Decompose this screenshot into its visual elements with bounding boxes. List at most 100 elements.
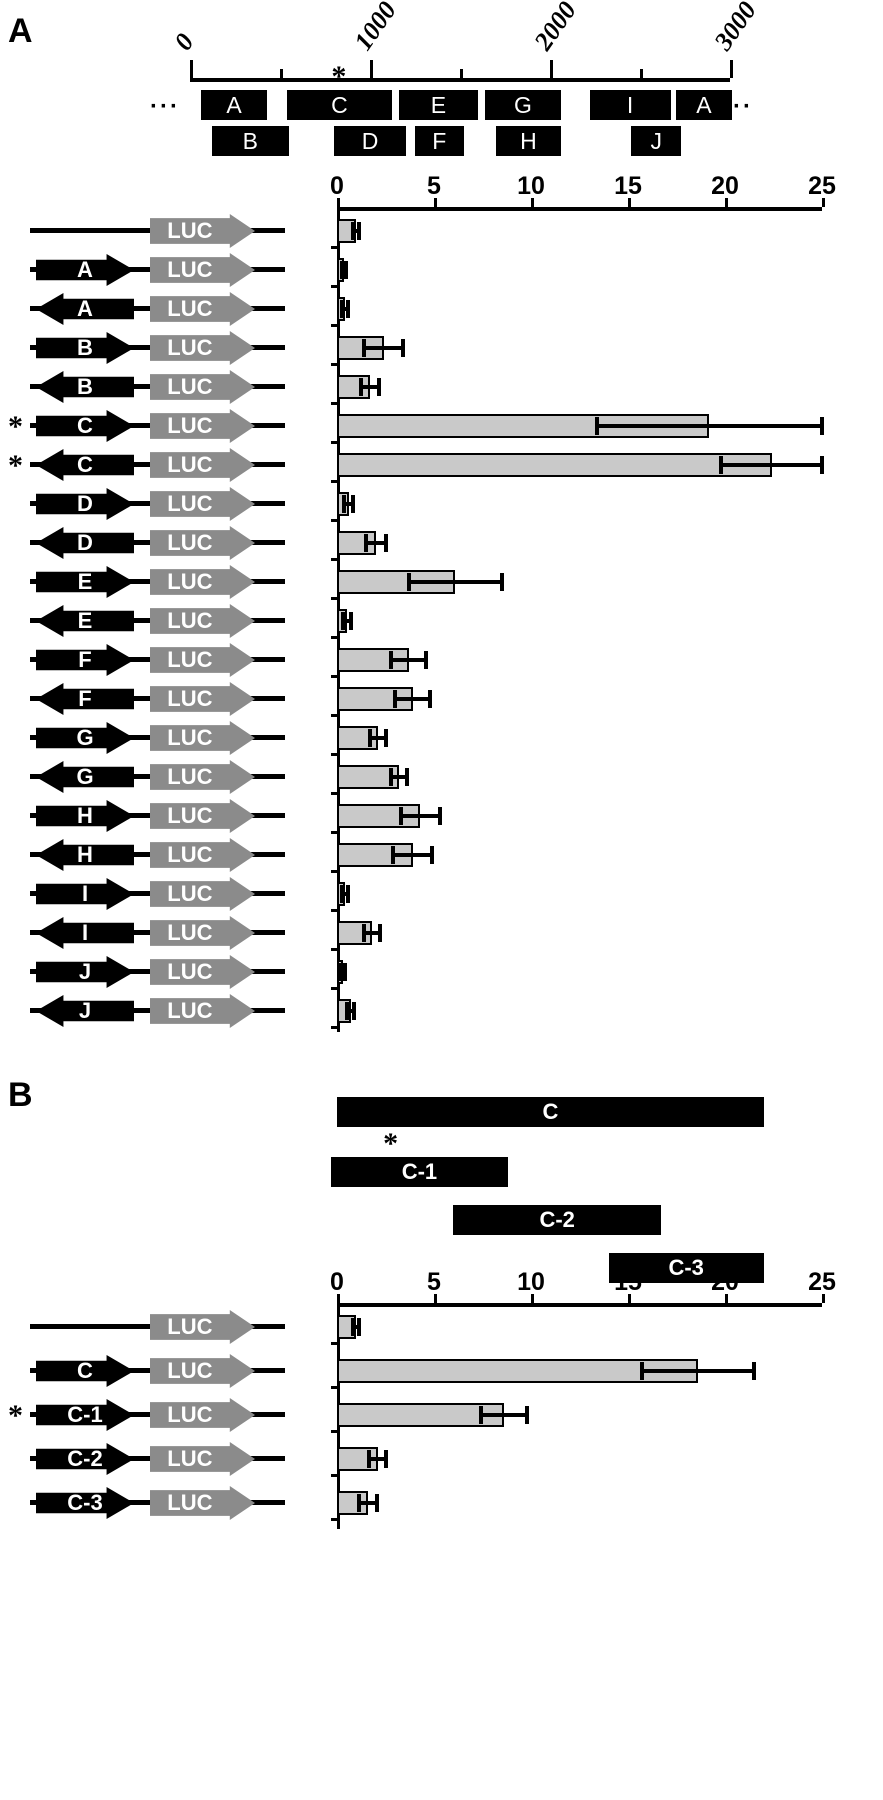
construct-row[interactable]: LUC — [0, 1309, 883, 1345]
luc-reporter: LUC — [150, 760, 255, 794]
luc-reporter: LUC — [150, 1354, 255, 1388]
luc-reporter: LUC — [150, 682, 255, 716]
construct-row[interactable]: J LUC — [0, 954, 883, 990]
activity-bar[interactable] — [337, 765, 400, 789]
y-axis-row-tick — [331, 1518, 339, 1521]
construct-row[interactable]: F LUC — [0, 642, 883, 678]
error-bar-cap-high — [345, 885, 350, 903]
error-bar-cap-high — [820, 456, 824, 474]
construct-row[interactable]: D LUC — [0, 525, 883, 561]
luc-reporter-label: LUC — [167, 881, 213, 906]
activity-bar[interactable] — [337, 453, 772, 477]
y-axis-row-tick — [331, 441, 339, 444]
construct-fragment-h: H — [36, 839, 134, 871]
construct-row[interactable]: F LUC — [0, 681, 883, 717]
row-star-marker: * — [8, 449, 23, 482]
x-axis-tick-label: 25 — [808, 172, 836, 200]
error-bar-line — [408, 580, 502, 584]
construct-fragment-label: D — [77, 491, 93, 516]
construct-row[interactable]: C-2 LUC — [0, 1441, 883, 1477]
y-axis-row-tick — [331, 558, 339, 561]
error-bar-cap-high — [525, 1406, 530, 1424]
construct-fragment-label: I — [81, 920, 89, 945]
activity-bar[interactable] — [337, 843, 413, 867]
error-bar-line — [393, 853, 433, 857]
luc-reporter-label: LUC — [167, 842, 213, 867]
y-axis-row-tick — [331, 636, 339, 639]
error-bar-line — [401, 814, 440, 818]
map-star-marker: * — [331, 60, 347, 93]
error-bar-cap-high — [348, 612, 353, 630]
construct-row[interactable]: A LUC — [0, 252, 883, 288]
construct-fragment-c: C — [36, 449, 134, 481]
error-bar-line — [369, 736, 386, 740]
construct-fragment-label: E — [77, 569, 93, 594]
genomic-scale-ruler: 0 1000 2000 3000 — [168, 0, 762, 82]
construct-fragment-a: A — [36, 293, 134, 325]
error-bar-cap-low — [338, 963, 343, 981]
construct-fragment-label: I — [81, 881, 89, 906]
luc-reporter: LUC — [150, 916, 255, 950]
fragment-map: ··· ·· A C * E G I A B D F H J — [0, 0, 883, 170]
construct-row[interactable]: G LUC — [0, 759, 883, 795]
construct-row[interactable]: H LUC — [0, 798, 883, 834]
error-bar-cap-low — [364, 534, 369, 552]
error-bar-cap-high — [343, 261, 348, 279]
error-bar-cap-low — [399, 807, 404, 825]
luc-reporter-label: LUC — [167, 530, 213, 555]
luc-reporter-label: LUC — [167, 920, 213, 945]
row-star-marker: * — [8, 1399, 23, 1432]
construct-row[interactable]: B LUC — [0, 369, 883, 405]
luc-reporter: LUC — [150, 955, 255, 989]
x-axis-tick — [822, 1294, 825, 1303]
construct-row[interactable]: G LUC — [0, 720, 883, 756]
construct-row[interactable]: I LUC — [0, 915, 883, 951]
construct-row[interactable]: * C LUC — [0, 408, 883, 444]
construct-row[interactable]: * C LUC — [0, 447, 883, 483]
luc-reporter-label: LUC — [167, 998, 213, 1023]
x-axis-tick — [434, 1294, 437, 1303]
construct-row[interactable]: E LUC — [0, 603, 883, 639]
construct-row[interactable]: E LUC — [0, 564, 883, 600]
construct-row[interactable]: C-3 LUC — [0, 1485, 883, 1521]
construct-fragment-label: C-3 — [67, 1490, 103, 1515]
error-bar-cap-high — [352, 1002, 357, 1020]
activity-bar[interactable] — [337, 1403, 504, 1427]
construct-row[interactable]: H LUC — [0, 837, 883, 873]
luc-reporter: LUC — [150, 1442, 255, 1476]
x-axis-tick — [628, 1294, 631, 1303]
x-axis-tick-label: 10 — [517, 172, 545, 200]
x-axis-tick-label: 5 — [427, 172, 441, 200]
construct-fragment-c-3: C-3 — [36, 1487, 134, 1519]
construct-row[interactable]: LUC — [0, 213, 883, 249]
luc-reporter-label: LUC — [167, 374, 213, 399]
construct-row[interactable]: C LUC — [0, 1353, 883, 1389]
construct-fragment-label: C — [77, 452, 93, 477]
construct-fragment-label: H — [77, 803, 93, 828]
error-bar-cap-high — [384, 1450, 389, 1468]
luc-reporter: LUC — [150, 487, 255, 521]
panel-b-fragment-box-c: C — [337, 1097, 764, 1127]
x-axis-tick — [725, 1294, 728, 1303]
activity-bar[interactable] — [337, 1359, 698, 1383]
construct-row[interactable]: J LUC — [0, 993, 883, 1029]
ruler-baseline — [190, 78, 730, 82]
construct-fragment-label: F — [78, 686, 92, 711]
panel-b-fragment-box-c-2: C-2 — [453, 1205, 661, 1235]
luc-reporter-label: LUC — [167, 1314, 213, 1339]
construct-row[interactable]: A LUC — [0, 291, 883, 327]
activity-bar[interactable] — [337, 804, 421, 828]
row-star-marker: * — [8, 410, 23, 443]
construct-row[interactable]: B LUC — [0, 330, 883, 366]
construct-row[interactable]: D LUC — [0, 486, 883, 522]
luc-reporter: LUC — [150, 565, 255, 599]
map-fragment-box-c: C — [287, 90, 392, 120]
error-bar-cap-high — [752, 1362, 757, 1380]
error-bar-cap-low — [362, 924, 367, 942]
construct-fragment-f: F — [36, 683, 134, 715]
error-bar-cap-low — [339, 300, 344, 318]
x-axis-tick — [434, 198, 437, 207]
construct-row[interactable]: I LUC — [0, 876, 883, 912]
construct-row[interactable]: * C-1 LUC — [0, 1397, 883, 1433]
error-bar-cap-high — [499, 573, 504, 591]
